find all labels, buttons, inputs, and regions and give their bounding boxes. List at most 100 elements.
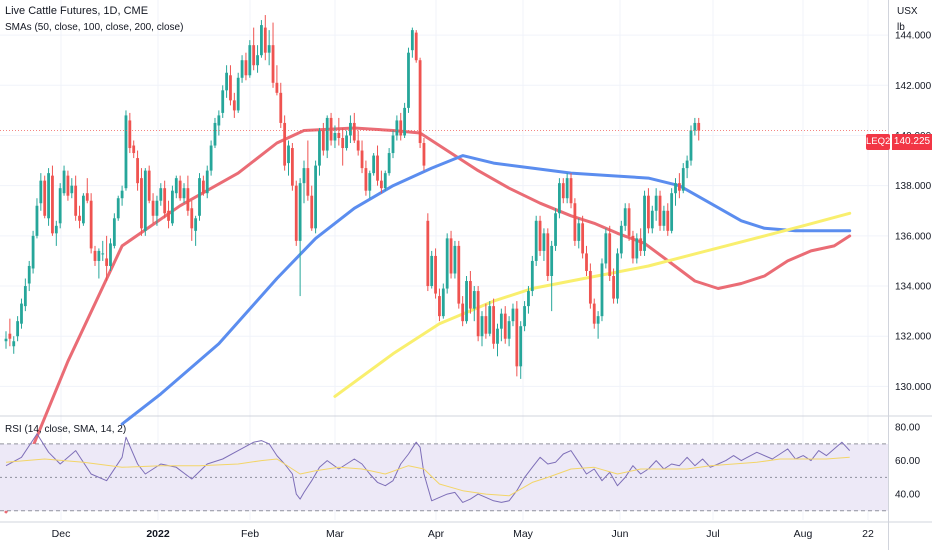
price-tick-label: 144.000 bbox=[895, 31, 932, 42]
sma100-line bbox=[120, 154, 852, 426]
candle bbox=[352, 112, 356, 144]
candle-body bbox=[186, 188, 190, 211]
candle-body bbox=[627, 208, 631, 236]
candle bbox=[476, 286, 480, 342]
candle-body bbox=[449, 238, 453, 274]
candle-body bbox=[461, 303, 465, 322]
candle-body bbox=[27, 265, 31, 284]
candle bbox=[318, 127, 321, 176]
candle-body bbox=[267, 45, 271, 53]
candle bbox=[337, 117, 341, 146]
candle-body bbox=[488, 306, 492, 334]
candle bbox=[20, 298, 23, 329]
candle-body bbox=[298, 183, 302, 241]
date-tick-label: Mar bbox=[326, 528, 345, 540]
candle bbox=[109, 238, 112, 271]
date-tick-label: Apr bbox=[428, 528, 445, 540]
candle-body bbox=[147, 170, 151, 201]
candle bbox=[530, 255, 534, 297]
candle-body bbox=[685, 160, 689, 169]
candle bbox=[163, 180, 167, 219]
candle bbox=[410, 27, 414, 58]
candle bbox=[240, 55, 244, 83]
candle-body bbox=[155, 200, 159, 216]
candle-body bbox=[201, 180, 205, 194]
candle-body bbox=[306, 168, 310, 196]
candle bbox=[538, 215, 542, 256]
candle bbox=[178, 175, 182, 201]
candle bbox=[457, 240, 461, 309]
candle-body bbox=[538, 220, 542, 251]
candle-body bbox=[217, 115, 221, 126]
candle bbox=[503, 306, 507, 344]
candle bbox=[314, 160, 317, 234]
candle bbox=[391, 130, 395, 159]
candle bbox=[54, 220, 58, 246]
candle bbox=[271, 22, 275, 88]
candle bbox=[654, 188, 658, 221]
sma-legend[interactable]: SMAs (50, close, 100, close, 200, close) bbox=[5, 22, 184, 33]
candle-body bbox=[213, 122, 217, 146]
price-tick-label: 142.000 bbox=[895, 81, 932, 92]
candle-body bbox=[515, 308, 519, 367]
candle bbox=[399, 112, 403, 141]
candle bbox=[449, 230, 453, 279]
candle bbox=[372, 153, 376, 176]
candle bbox=[480, 311, 484, 347]
candle-body bbox=[128, 120, 132, 149]
candle bbox=[171, 185, 174, 226]
date-tick-label: Dec bbox=[52, 528, 71, 540]
candle bbox=[190, 200, 194, 241]
candle bbox=[283, 115, 287, 171]
candle bbox=[198, 173, 201, 221]
candle bbox=[287, 140, 290, 176]
candle bbox=[201, 175, 205, 196]
candle bbox=[155, 195, 159, 226]
candle bbox=[639, 228, 643, 256]
candle-body bbox=[379, 180, 383, 189]
candle-body bbox=[666, 210, 670, 231]
candle-body bbox=[263, 27, 267, 53]
chart-title[interactable]: Live Cattle Futures, 1D, CME bbox=[5, 5, 149, 17]
candle-body bbox=[225, 72, 228, 91]
candle-body bbox=[93, 250, 97, 261]
candle bbox=[349, 115, 352, 144]
candle bbox=[430, 250, 434, 289]
candle-body bbox=[70, 185, 74, 194]
candle-body bbox=[523, 306, 526, 327]
candle-body bbox=[85, 193, 89, 201]
candle-body bbox=[252, 45, 256, 66]
candle bbox=[209, 140, 213, 176]
candle-body bbox=[430, 255, 434, 287]
candle-body bbox=[116, 198, 120, 219]
candle-body bbox=[407, 52, 410, 108]
candle bbox=[376, 145, 379, 186]
candle bbox=[364, 160, 368, 196]
candle bbox=[395, 115, 399, 141]
candle bbox=[647, 188, 650, 234]
candle bbox=[519, 321, 523, 379]
candle-body bbox=[499, 313, 503, 329]
candle-body bbox=[101, 253, 105, 255]
candle bbox=[484, 303, 488, 339]
candle bbox=[345, 130, 348, 151]
rsi-legend[interactable]: RSI (14, close, SMA, 14, 2) bbox=[5, 424, 127, 435]
candle bbox=[43, 175, 47, 219]
candle-body bbox=[23, 286, 27, 307]
candle-body bbox=[376, 155, 379, 181]
candle bbox=[453, 240, 457, 279]
candle-body bbox=[422, 143, 426, 166]
candle-body bbox=[174, 178, 178, 194]
candle bbox=[159, 183, 163, 206]
candle-body bbox=[120, 190, 124, 199]
candle-body bbox=[248, 45, 252, 76]
candle-body bbox=[256, 55, 259, 66]
date-tick-label: 22 bbox=[862, 528, 874, 540]
candle bbox=[499, 308, 503, 342]
candle-body bbox=[171, 190, 174, 224]
candle bbox=[85, 178, 89, 204]
candle bbox=[298, 178, 302, 297]
candle-body bbox=[325, 117, 329, 151]
